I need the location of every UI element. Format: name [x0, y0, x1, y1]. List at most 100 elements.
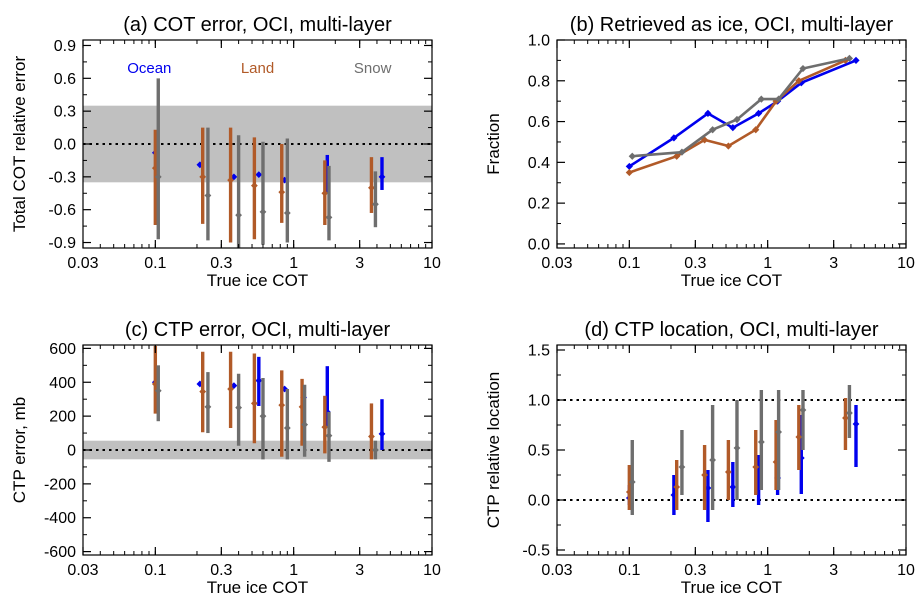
data-point — [673, 483, 681, 491]
data-point — [325, 213, 333, 221]
data-point — [235, 404, 243, 412]
x-tick-label: 0.3 — [210, 255, 232, 272]
data-layer — [625, 54, 860, 177]
x-axis-label: True ice COT — [681, 578, 782, 597]
y-tick-label: -400 — [44, 510, 76, 527]
data-point — [227, 176, 234, 184]
y-axis-label: CTP relative location — [484, 372, 503, 529]
data-point — [670, 134, 678, 142]
chart-title: (c) CTP error, OCI, multi-layer — [125, 319, 391, 341]
x-tick-label: 0.03 — [67, 255, 98, 272]
chart-title: (a) COT error, OCI, multi-layer — [123, 14, 392, 36]
plot-frame — [556, 344, 907, 556]
data-point — [775, 428, 783, 436]
data-point — [729, 124, 737, 132]
x-tick-label: 0.1 — [144, 255, 166, 272]
data-point — [298, 403, 306, 411]
y-tick-label: 400 — [49, 375, 76, 392]
data-point — [278, 188, 286, 196]
data-point — [673, 152, 681, 160]
data-layer — [151, 78, 386, 248]
data-point — [325, 432, 333, 440]
data-point — [372, 200, 379, 208]
data-point — [799, 406, 807, 414]
y-tick-label: 1.0 — [528, 393, 550, 410]
y-axis-label: Fraction — [484, 113, 503, 174]
legend-entry-land: Land — [241, 60, 274, 77]
data-point — [301, 421, 309, 428]
x-tick-label: 3 — [829, 562, 838, 579]
y-tick-label: 0.2 — [528, 196, 550, 213]
data-point — [283, 424, 291, 432]
data-point — [625, 162, 633, 171]
plot-frame — [556, 39, 907, 249]
y-tick-label: 1.0 — [528, 33, 550, 50]
x-tick-label: 1 — [289, 562, 298, 579]
x-tick-label: 0.3 — [684, 255, 706, 272]
y-axis-label: Total COT relative error — [10, 55, 29, 232]
data-point — [372, 446, 379, 454]
series-line — [628, 59, 857, 168]
data-point — [709, 456, 717, 464]
panel-4: 0.03 0.1 0.3 1 3 10 -0.5 0.0 0.5 1.0 1.5 (d) CTP lo… — [484, 319, 915, 597]
data-point — [278, 401, 286, 409]
data-point — [204, 192, 212, 199]
y-tick-label: 0 — [67, 443, 76, 460]
y-tick-label: 0.6 — [54, 71, 76, 88]
series-ocean — [151, 356, 386, 450]
y-tick-label: -600 — [44, 544, 76, 561]
data-point — [235, 211, 243, 219]
x-tick-label: 10 — [897, 255, 915, 272]
data-point — [154, 387, 162, 395]
data-point — [259, 412, 267, 420]
data-point — [199, 388, 207, 395]
x-tick-label: 10 — [423, 562, 441, 579]
x-tick-label: 0.03 — [541, 562, 572, 579]
data-layer — [625, 385, 860, 522]
y-tick-label: 0.0 — [528, 493, 550, 510]
data-point — [724, 468, 732, 476]
y-tick-label: 0.9 — [54, 38, 76, 55]
data-point — [733, 115, 741, 124]
x-tick-label: 10 — [423, 255, 441, 272]
error-band — [83, 440, 432, 460]
y-tick-label: 0.3 — [54, 104, 76, 121]
y-tick-label: 0.8 — [528, 73, 550, 90]
x-tick-label: 3 — [355, 562, 364, 579]
data-point — [846, 409, 853, 417]
y-tick-label: -200 — [44, 476, 76, 493]
data-point — [733, 444, 741, 452]
series-land — [151, 127, 375, 243]
y-tick-label: 0.5 — [528, 443, 550, 460]
x-tick-label: 0.3 — [210, 562, 232, 579]
data-point — [255, 377, 263, 384]
series-ocean — [625, 405, 860, 522]
y-tick-label: -0.6 — [48, 202, 76, 219]
data-point — [154, 173, 162, 181]
data-point — [795, 433, 803, 441]
x-tick-label: 10 — [897, 562, 915, 579]
data-point — [151, 164, 159, 172]
data-layer — [151, 345, 386, 462]
data-point — [378, 430, 386, 438]
data-point — [709, 126, 717, 134]
data-point — [628, 152, 636, 160]
y-tick-label: 200 — [49, 409, 76, 426]
data-point — [378, 173, 386, 181]
data-point — [852, 56, 860, 64]
y-axis-label: CTP error, mb — [10, 397, 29, 503]
x-tick-label: 3 — [829, 255, 838, 272]
y-tick-label: 0.0 — [528, 236, 550, 253]
x-tick-label: 0.1 — [618, 255, 640, 272]
x-tick-label: 1 — [289, 255, 298, 272]
chart-title: (d) CTP location, OCI, multi-layer — [584, 319, 878, 341]
series-snow — [154, 365, 379, 462]
data-point — [283, 209, 291, 217]
y-tick-label: 600 — [49, 341, 76, 358]
error-band — [83, 105, 432, 183]
x-tick-label: 0.03 — [541, 255, 572, 272]
data-point — [701, 471, 708, 479]
data-point — [227, 385, 234, 393]
data-point — [678, 463, 686, 471]
